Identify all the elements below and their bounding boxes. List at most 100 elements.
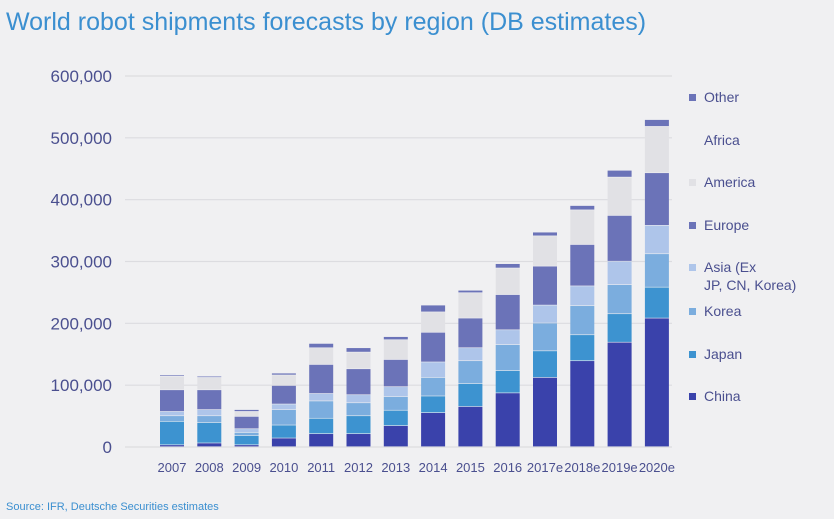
bar-segment-other [346,348,371,352]
bar-segment-korea [458,361,483,384]
legend-swatch [689,308,696,315]
bar-segment-asia [533,305,557,323]
legend-swatch [689,222,696,229]
bar-segment-china [271,438,296,447]
bar-segment-america [458,293,483,318]
bar-segment-japan [197,422,222,443]
bar-segment-america [570,210,595,245]
bar-segment-korea [197,416,222,423]
bar-segment-korea [533,323,557,351]
bar-segment-japan [421,396,446,413]
bar-segment-japan [160,421,184,445]
legend-swatch [689,179,696,186]
bar-segment-other [495,263,520,268]
bar-segment-china [160,445,184,447]
bar-segment-america [271,375,296,386]
bar-segment-america [533,236,557,266]
bar-segment-other [271,373,296,375]
bar-segment-korea [570,306,595,335]
legend-swatch [689,393,696,400]
bar-segment-japan [533,351,557,378]
bar-segment-europe [383,359,408,387]
bar-segment-japan [346,416,371,434]
bar-segment-europe [271,385,296,404]
legend-label: Europe [704,217,749,233]
bar-segment-other [309,343,334,348]
bar-segment-asia [234,429,259,433]
bar-segment-korea [234,432,259,436]
bar-segment-europe [644,173,669,226]
bar-segment-japan [495,370,520,393]
bar-segment-korea [495,344,520,371]
bar-segment-korea [271,409,296,425]
bar-segment-america [234,411,259,417]
bar-segment-other [533,232,557,236]
legend-label: JP, CN, Korea) [704,277,796,293]
bar-segment-europe [495,294,520,330]
bar-segment-japan [570,335,595,361]
chart-title: World robot shipments forecasts by regio… [6,8,647,36]
x-tick-label: 2007 [158,460,187,475]
y-tick-label: 500,000 [51,129,112,148]
bar-segment-other [197,376,222,378]
bar-segment-america [644,126,669,173]
bar-segment-other [383,336,408,340]
bar-segment-asia [607,261,632,285]
bar-segment-china [234,445,259,447]
bar-segment-europe [197,390,222,410]
bar-segment-china [383,425,408,447]
bar-segment-asia [383,387,408,397]
x-tick-label: 2015 [456,460,485,475]
bar-segment-other [644,119,669,127]
bar-segment-other [458,290,483,293]
x-tick-label: 2010 [269,460,298,475]
bar-segment-japan [644,287,669,318]
y-tick-label: 100,000 [51,376,112,395]
bar-segment-china [309,434,334,447]
bar-segment-europe [607,215,632,261]
bar-segment-china [607,342,632,447]
bar-segment-europe [346,369,371,395]
bar-segment-korea [346,403,371,416]
x-tick-label: 2013 [381,460,410,475]
legend-swatch [689,264,696,271]
bar-segment-asia [346,395,371,403]
bar-segment-china [421,412,446,447]
legend-label: Japan [704,346,742,362]
y-tick-label: 600,000 [51,67,112,86]
x-tick-label: 2016 [493,460,522,475]
bar-segment-asia [458,348,483,361]
bar-segment-china [346,434,371,447]
bar-segment-europe [234,416,259,429]
y-tick-label: 200,000 [51,314,112,333]
bar-segment-korea [607,284,632,314]
bar-segment-korea [383,396,408,410]
legend-swatch [689,94,696,101]
bar-segment-korea [160,416,184,422]
bar-segment-china [533,377,557,447]
bar-segment-korea [421,377,446,396]
bar-segment-china [644,318,669,447]
bar-segment-other [160,375,184,376]
bar-segment-china [197,443,222,447]
bar-segment-china [570,361,595,447]
bar-segment-asia [495,330,520,345]
x-tick-label: 2009 [232,460,261,475]
bar-segment-asia [160,411,184,416]
bar-segment-america [160,376,184,390]
bar-segment-korea [644,254,669,287]
bar-segment-other [570,205,595,210]
bar-segment-japan [309,418,334,434]
bar-segment-europe [421,332,446,362]
x-tick-label: 2017e [527,460,563,475]
bar-segment-other [234,409,259,412]
bar-segment-america [495,268,520,295]
bar-segment-europe [458,318,483,348]
bar-segment-europe [533,266,557,305]
x-tick-label: 2008 [195,460,224,475]
y-tick-label: 0 [103,438,112,457]
bar-segment-america [383,340,408,360]
bar-segment-asia [570,286,595,306]
